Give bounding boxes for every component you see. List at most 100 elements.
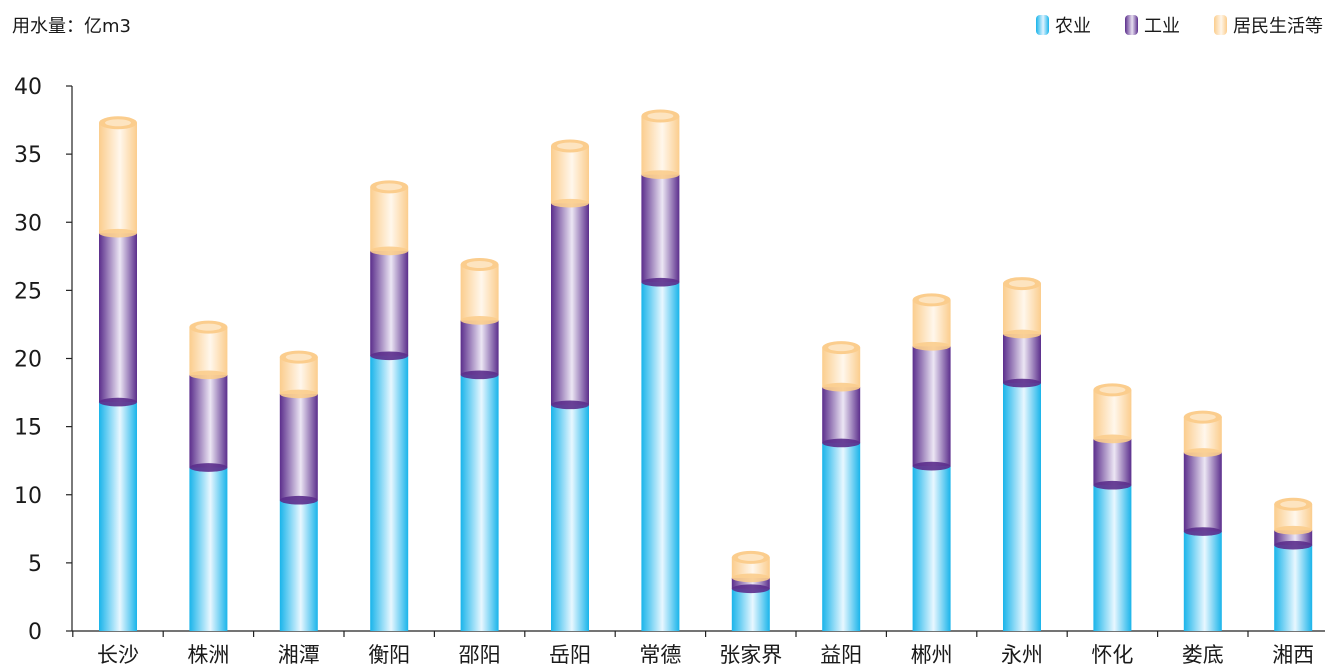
bar-group xyxy=(912,293,951,631)
bar-top-cap-highlight xyxy=(918,296,945,304)
x-category-label: 常德 xyxy=(639,643,681,667)
bar-top-cap-highlight xyxy=(376,183,403,191)
bar-segment-domestic xyxy=(99,122,137,234)
y-tick-label: 20 xyxy=(14,348,42,373)
bar-segment-boundary xyxy=(1093,434,1132,444)
bar-segment-industry xyxy=(279,393,318,501)
legend-label-industry: 工业 xyxy=(1144,16,1180,37)
bar-segment-agriculture xyxy=(279,500,318,631)
y-tick-label: 35 xyxy=(14,143,42,168)
bar-segment-boundary xyxy=(1183,448,1222,457)
bar-segment-industry xyxy=(551,203,589,405)
x-category-label: 湘潭 xyxy=(278,643,320,667)
y-tick-label: 40 xyxy=(14,75,42,100)
bar-segment-domestic xyxy=(1003,283,1041,334)
y-tick-label: 10 xyxy=(14,484,42,509)
bar-top-cap-highlight xyxy=(285,353,312,361)
bar-segment-boundary xyxy=(460,316,499,325)
bar-group xyxy=(99,116,137,631)
bar-segment-domestic xyxy=(912,299,951,347)
bar-segment-boundary xyxy=(822,438,861,448)
bar-top-cap-highlight xyxy=(737,553,764,561)
bar-segment-agriculture xyxy=(1093,485,1132,631)
bar-group xyxy=(641,109,680,631)
bar-segment-industry xyxy=(912,346,951,467)
bar-top-cap-highlight xyxy=(1099,386,1126,394)
bar-segment-industry xyxy=(641,174,680,283)
bar-segment-boundary xyxy=(189,370,228,380)
bar-top-cap-highlight xyxy=(1280,500,1307,508)
bar-top-cap-highlight xyxy=(557,142,583,150)
bar-segment-industry xyxy=(731,577,770,589)
x-category-label: 益阳 xyxy=(820,643,862,667)
x-category-label: 怀化 xyxy=(1091,643,1133,667)
legend-swatch-agriculture xyxy=(1036,15,1049,35)
legend-swatch-domestic xyxy=(1214,15,1227,35)
bar-segment-boundary xyxy=(99,397,137,407)
x-category-label: 湘西 xyxy=(1272,643,1314,667)
bar-segment-boundary xyxy=(370,246,409,256)
legend-item-industry: 工业 xyxy=(1125,12,1180,38)
x-category-label: 株洲 xyxy=(187,643,229,667)
bar-segment-boundary xyxy=(1003,378,1041,388)
legend-swatch-industry xyxy=(1125,15,1138,35)
bar-segment-domestic xyxy=(1093,389,1132,439)
bar-segment-boundary xyxy=(279,389,318,399)
bar-group xyxy=(279,350,318,631)
bar-segment-agriculture xyxy=(460,374,499,631)
bar-segment-boundary xyxy=(370,351,409,361)
bar-segment-agriculture xyxy=(99,402,137,631)
y-tick-label: 5 xyxy=(28,552,42,577)
x-category-label: 郴州 xyxy=(911,643,953,667)
bar-segment-boundary xyxy=(731,584,770,594)
bar-segment-boundary xyxy=(1093,480,1132,490)
bar-segment-industry xyxy=(370,250,409,356)
bar-top-cap-highlight xyxy=(828,344,855,352)
bar-segment-boundary xyxy=(460,370,499,380)
bar-segment-boundary xyxy=(731,573,770,583)
bar-group xyxy=(1183,410,1222,631)
bar-segment-domestic xyxy=(189,327,228,375)
bar-segment-agriculture xyxy=(1183,531,1222,631)
x-category-label: 张家界 xyxy=(719,643,782,667)
legend-item-domestic: 居民生活等 xyxy=(1214,12,1323,38)
bar-segment-industry xyxy=(822,387,861,443)
bar-top-cap-highlight xyxy=(647,112,674,120)
bar-segment-domestic xyxy=(822,347,861,388)
y-tick-label: 30 xyxy=(14,211,42,236)
bar-group xyxy=(1274,497,1313,631)
bar-segment-boundary xyxy=(822,382,861,392)
bar-segment-agriculture xyxy=(641,282,680,631)
legend-label-agriculture: 农业 xyxy=(1055,16,1091,37)
legend-label-domestic: 居民生活等 xyxy=(1233,16,1323,37)
bar-group xyxy=(1003,277,1041,631)
bar-segment-boundary xyxy=(551,198,589,208)
bar-group xyxy=(370,180,409,631)
bar-segment-boundary xyxy=(1003,329,1041,339)
bar-segment-industry xyxy=(1183,452,1222,532)
bar-segment-industry xyxy=(1003,333,1041,384)
bar-segment-boundary xyxy=(641,277,680,287)
bar-group xyxy=(551,139,589,631)
bar-top-cap-highlight xyxy=(105,119,131,127)
x-category-label: 衡阳 xyxy=(368,643,410,667)
bar-top-cap-highlight xyxy=(466,260,493,268)
y-axis-unit-label: 用水量：亿m3 xyxy=(12,16,131,37)
bar-segment-domestic xyxy=(370,186,409,251)
bar-segment-boundary xyxy=(1183,527,1222,536)
bar-segment-agriculture xyxy=(551,404,589,631)
bar-segment-agriculture xyxy=(1003,383,1041,631)
bar-segment-agriculture xyxy=(731,588,770,631)
bar-segment-boundary xyxy=(189,463,228,472)
bar-group xyxy=(189,320,228,631)
bar-segment-boundary xyxy=(551,400,589,410)
y-tick-label: 15 xyxy=(14,416,42,441)
bar-segment-agriculture xyxy=(822,442,861,631)
bar-segment-boundary xyxy=(279,495,318,505)
bar-segment-industry xyxy=(99,233,137,403)
legend: 农业 工业 居民生活等 xyxy=(1036,12,1323,38)
bar-group xyxy=(460,257,499,631)
x-category-label: 长沙 xyxy=(97,643,139,667)
bar-segment-industry xyxy=(1093,438,1132,486)
